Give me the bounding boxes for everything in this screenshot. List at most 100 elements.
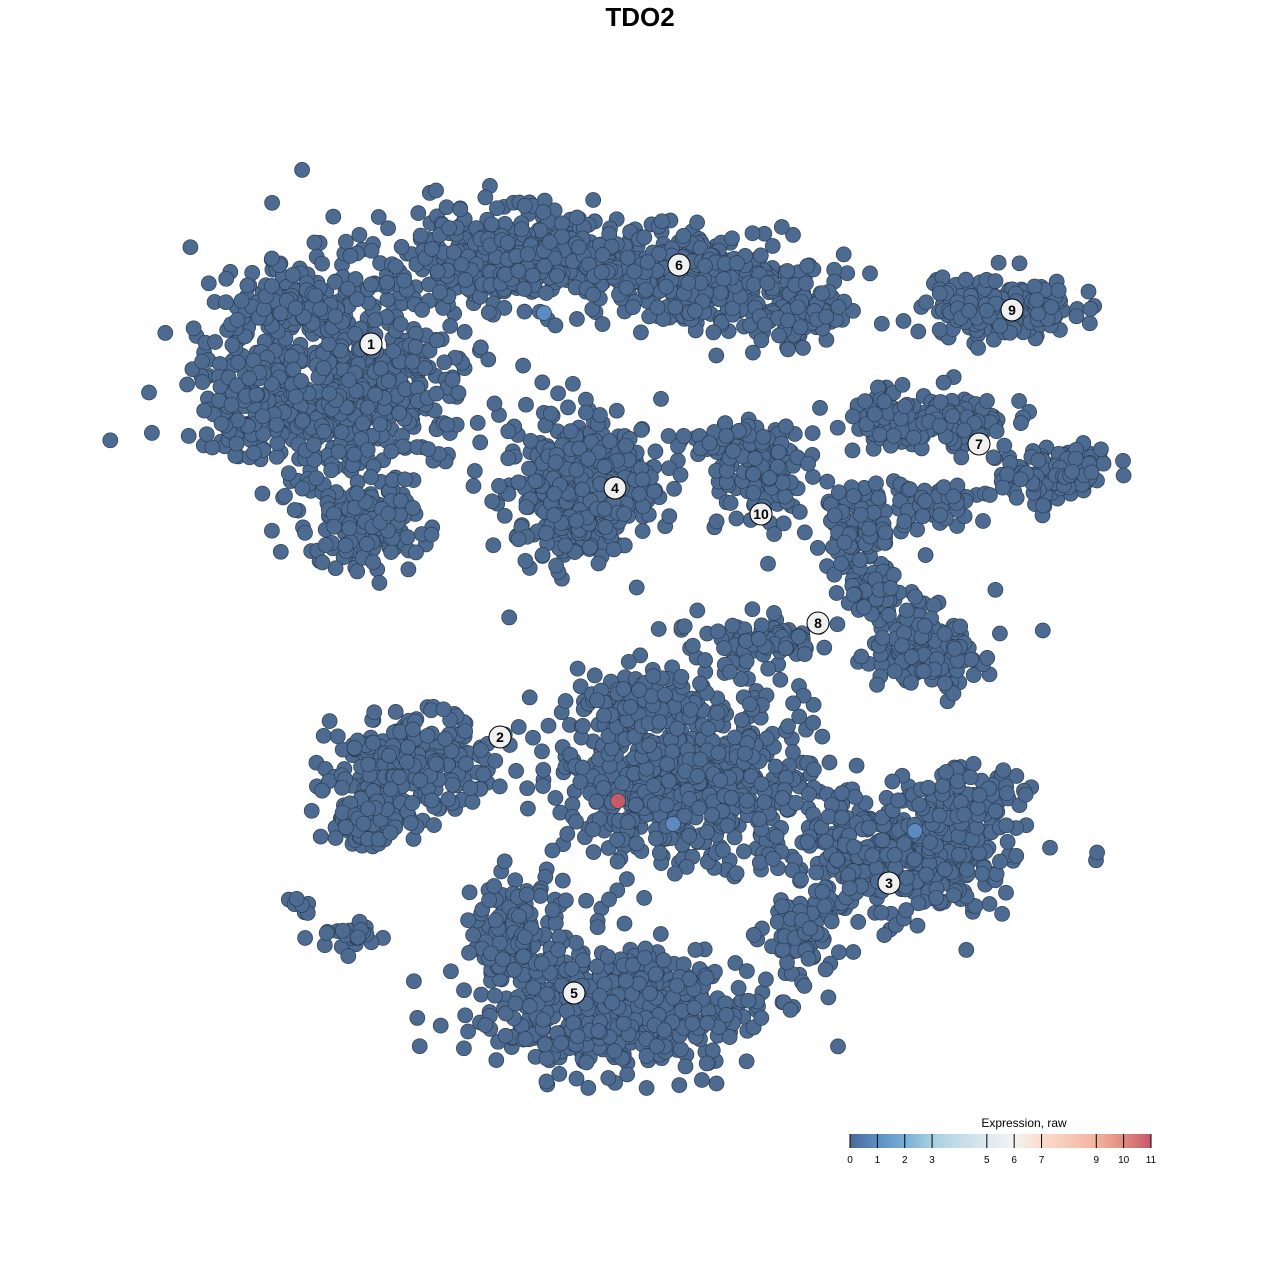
cell-point (144, 425, 160, 441)
cell-point (340, 372, 357, 389)
cell-point (864, 847, 881, 864)
cell-point (755, 429, 772, 445)
cell-point (436, 354, 453, 371)
cell-point (625, 299, 641, 315)
cell-point (636, 890, 653, 906)
cell-point (574, 759, 591, 776)
cell-point (224, 337, 241, 353)
cell-point (283, 348, 300, 365)
cell-point (1030, 452, 1047, 469)
cell-point (646, 483, 663, 500)
cell-point (826, 507, 843, 524)
cell-point (876, 393, 893, 410)
cell-point (141, 384, 157, 401)
cell-point (936, 626, 953, 642)
cell-point (718, 427, 735, 444)
cell-point (387, 704, 404, 720)
cell-point (486, 395, 503, 412)
cell-point (491, 478, 507, 494)
cell-point (728, 865, 745, 882)
cell-point (207, 334, 223, 350)
cell-point (708, 513, 725, 530)
cell-point (407, 339, 424, 355)
cell-point (868, 475, 884, 492)
cell-point (979, 393, 995, 409)
cell-point (557, 693, 574, 709)
cell-point (229, 377, 245, 394)
cell-point (601, 891, 617, 908)
cell-point (596, 501, 613, 517)
cell-point (898, 902, 915, 918)
cell-point (628, 797, 644, 813)
cell-point (684, 637, 701, 654)
cell-point (218, 270, 235, 287)
cell-point (773, 219, 790, 235)
cell-point (327, 274, 343, 290)
cell-point (547, 317, 564, 334)
cell-point (722, 495, 739, 511)
cell-point (560, 399, 576, 416)
cell-point (586, 667, 603, 684)
cell-point (903, 674, 919, 691)
cell-point (805, 469, 821, 485)
cell-point (568, 813, 584, 830)
cell-point (423, 526, 440, 543)
cell-point (516, 197, 533, 214)
cell-point (543, 405, 559, 422)
cell-point (848, 757, 865, 774)
cell-point (366, 704, 383, 721)
cell-point (480, 304, 497, 321)
cell-point (944, 408, 961, 425)
cell-point (667, 865, 683, 882)
cell-point (907, 588, 924, 605)
cell-point (806, 761, 822, 778)
cell-point (721, 663, 738, 680)
cell-point (465, 478, 482, 494)
cell-point (348, 383, 365, 399)
cell-point (245, 445, 262, 461)
cell-point (516, 281, 533, 297)
cell-point (636, 229, 653, 246)
cell-point (790, 299, 806, 316)
cell-point (204, 439, 221, 456)
cell-point (958, 271, 974, 288)
cell-point (450, 384, 467, 401)
cell-point (1034, 622, 1051, 639)
cell-point (256, 301, 272, 318)
cell-point (196, 402, 213, 419)
cell-point (538, 285, 555, 301)
cell-point (788, 794, 804, 811)
cell-point (519, 780, 536, 797)
cell-point (814, 728, 831, 745)
cell-point (280, 465, 297, 482)
cell-point (780, 718, 796, 734)
cell-point (772, 671, 789, 688)
cell-point (408, 544, 424, 561)
cell-point (844, 408, 861, 425)
chart-title: TDO2 (605, 2, 675, 32)
cell-point (229, 312, 246, 328)
cell-point (812, 400, 828, 416)
cell-point (700, 720, 717, 737)
cell-point (845, 488, 862, 505)
cell-point (675, 228, 692, 244)
cell-point (272, 543, 289, 560)
cell-point (581, 539, 598, 556)
cell-point (622, 699, 639, 715)
cell-point (978, 302, 995, 319)
cell-point (697, 652, 713, 668)
cell-point (194, 374, 211, 390)
cell-point (747, 450, 763, 467)
cell-point (766, 526, 782, 542)
cell-point (692, 675, 708, 692)
cell-point (1093, 441, 1109, 458)
cell-point (932, 507, 949, 523)
cell-point (293, 373, 309, 389)
cell-point (412, 227, 429, 244)
cell-point (979, 650, 996, 666)
cell-point (515, 357, 531, 374)
cell-point (423, 241, 440, 257)
cell-point (585, 192, 602, 208)
cell-point (297, 524, 313, 541)
